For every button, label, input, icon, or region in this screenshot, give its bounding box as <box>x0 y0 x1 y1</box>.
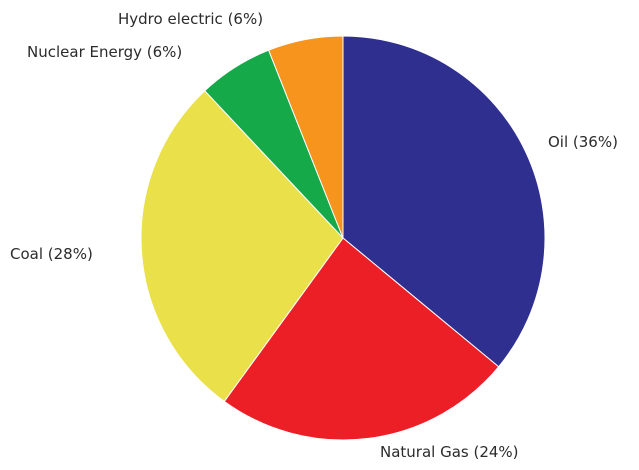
slice-coal <box>140 90 344 403</box>
slice-oil <box>342 35 546 368</box>
label-coal: Coal (28%) <box>10 245 93 263</box>
label-nuclear-energy: Nuclear Energy (6%) <box>27 43 182 61</box>
slice-hydro-electric <box>267 35 344 239</box>
label-hydro-electric: Hydro electric (6%) <box>118 10 263 28</box>
slices <box>140 35 546 441</box>
label-oil: Oil (36%) <box>548 133 618 151</box>
label-natural-gas: Natural Gas (24%) <box>380 443 519 461</box>
slice-natural-gas <box>223 237 500 441</box>
slice-labels: Oil (36%) Natural Gas (24%) Coal (28%) Nucl… <box>10 10 618 461</box>
